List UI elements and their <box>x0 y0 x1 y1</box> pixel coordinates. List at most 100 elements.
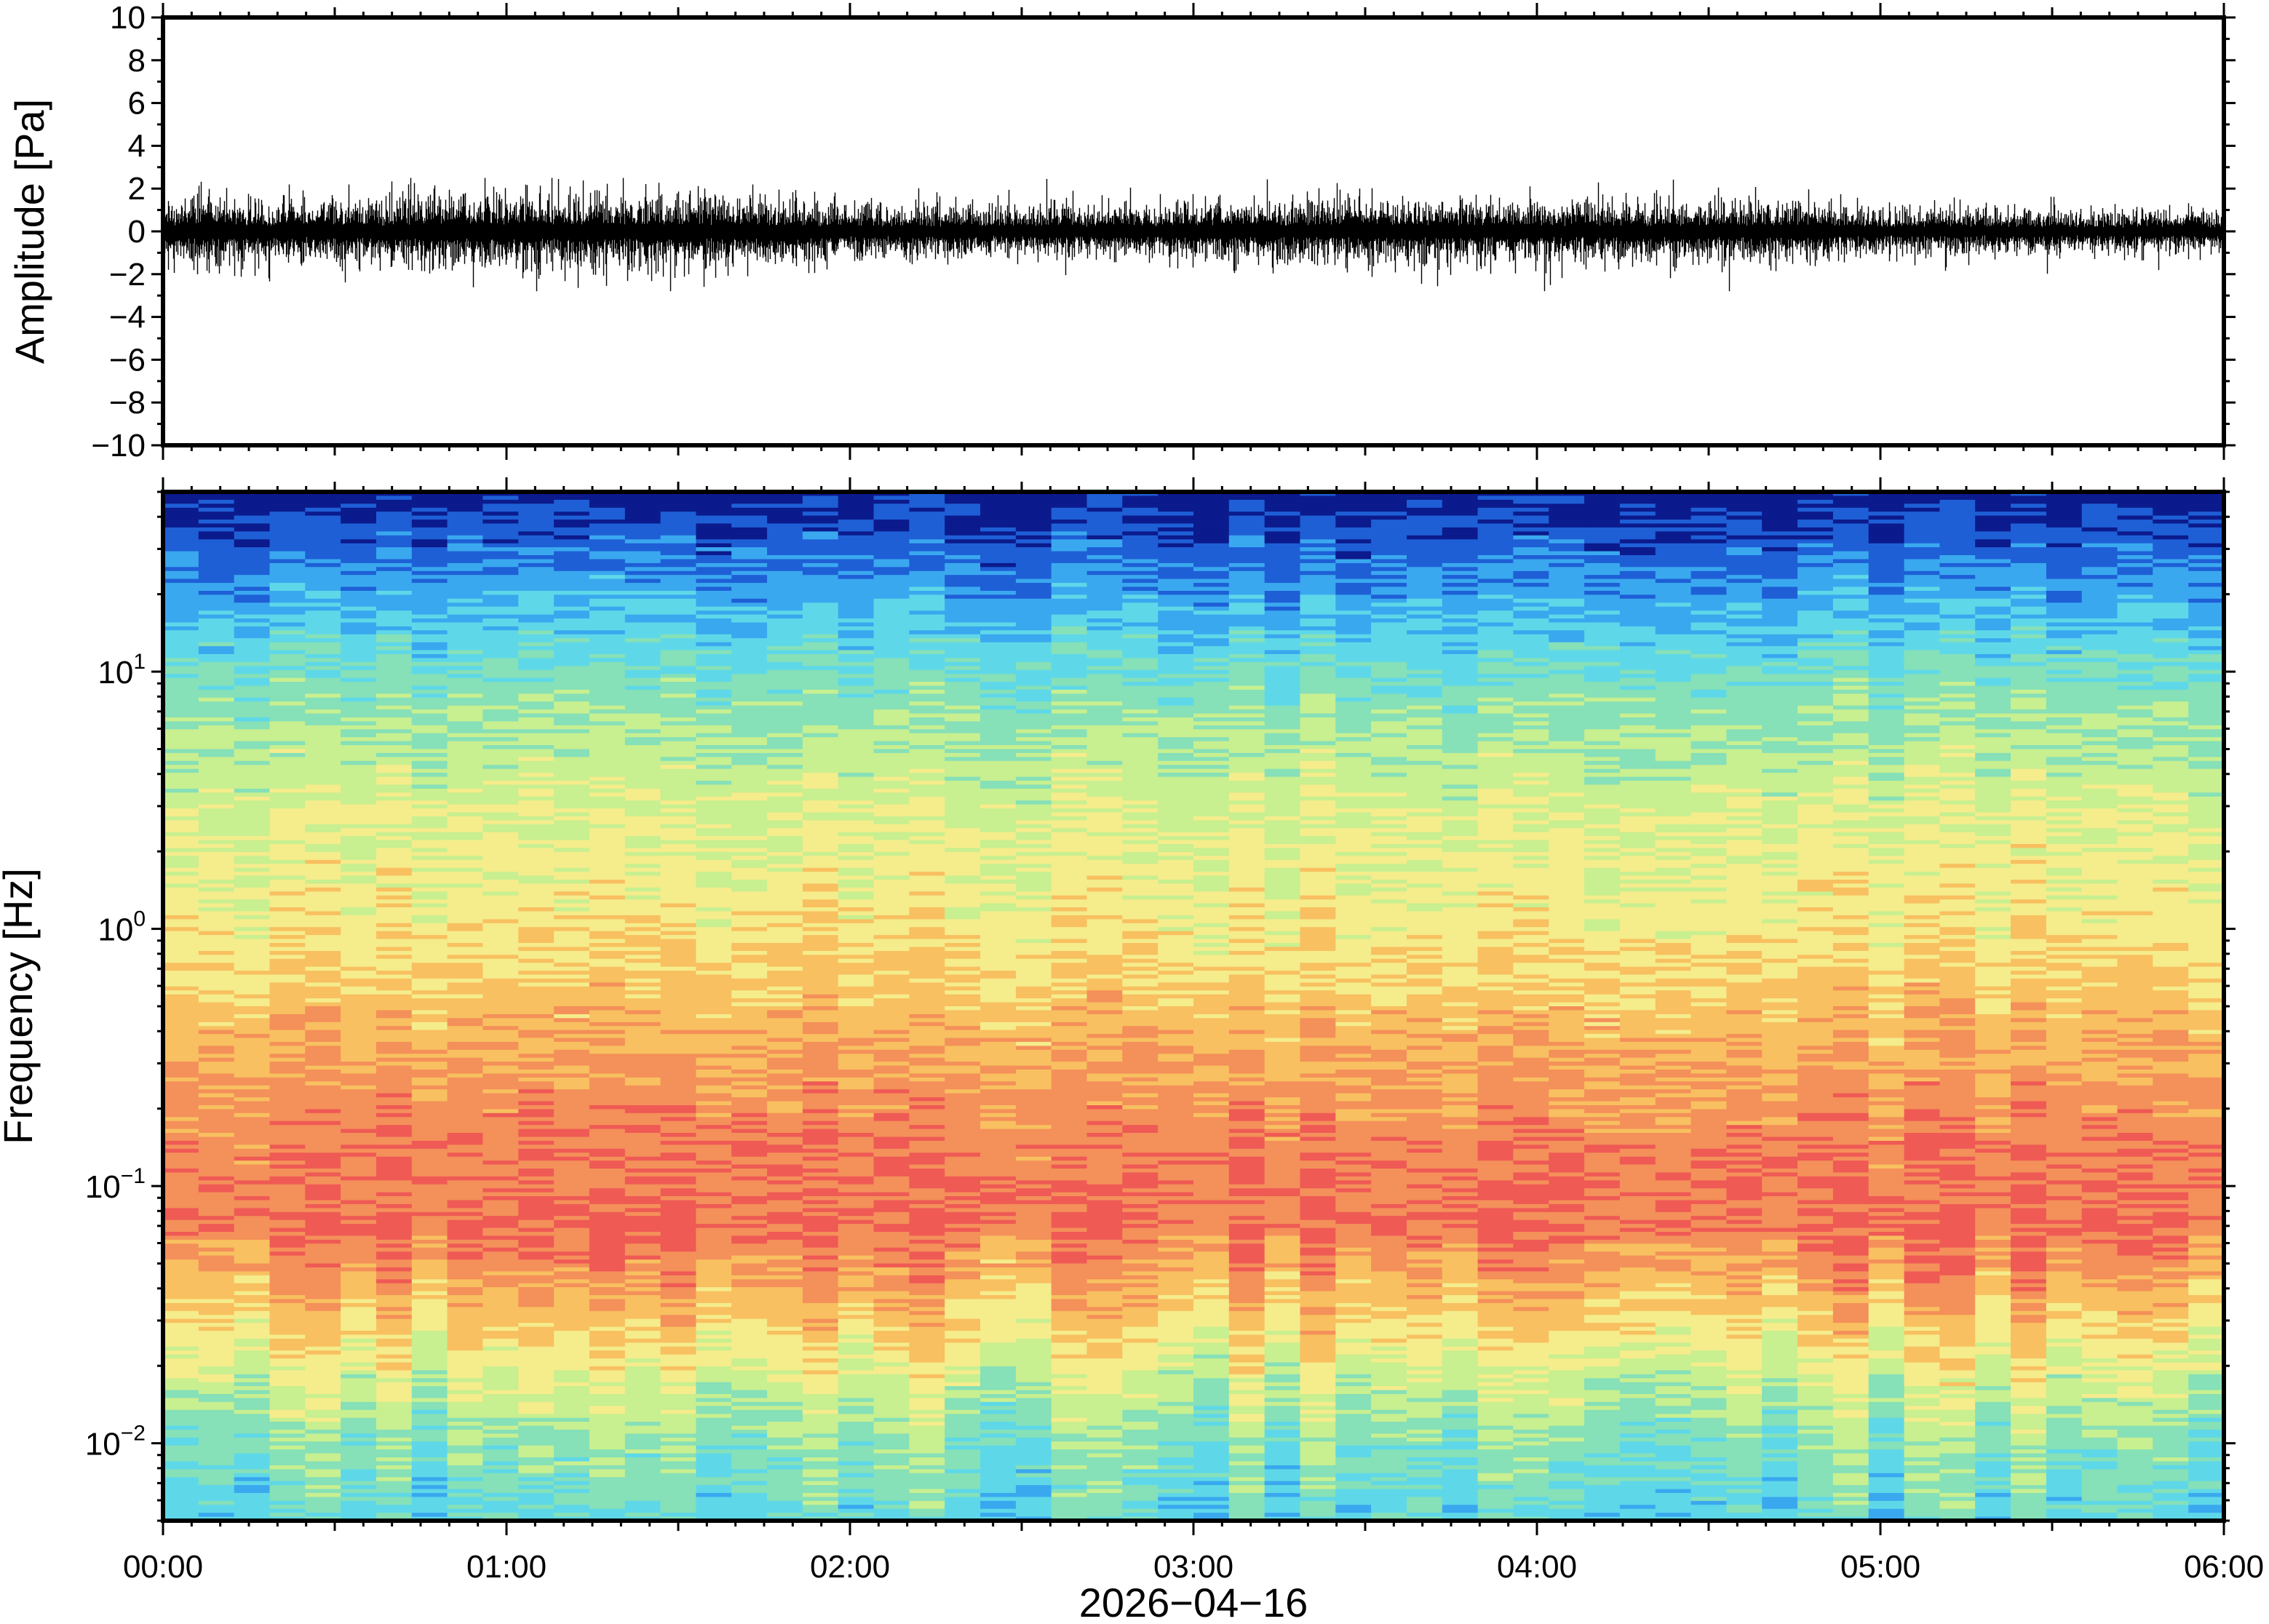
spectrogram-cell <box>518 1049 555 1054</box>
spectrogram-cell <box>624 1255 661 1260</box>
spectrogram-cell <box>589 1129 626 1134</box>
spectrogram-cell <box>234 919 271 924</box>
spectrogram-cell <box>589 1243 626 1249</box>
spectrogram-cell <box>624 1169 661 1174</box>
spectrogram-cell <box>411 1196 448 1201</box>
spectrogram-cell <box>447 630 484 635</box>
spectrogram-cell <box>660 729 697 734</box>
spectrogram-cell <box>554 899 590 904</box>
spectrogram-cell <box>696 677 732 682</box>
spectrogram-cell <box>767 578 803 584</box>
spectrogram-cell <box>660 1473 697 1478</box>
spectrogram-cell <box>554 1251 590 1257</box>
spectrogram-cell <box>198 618 235 624</box>
spectrogram-cell <box>802 717 839 723</box>
spectrogram-cell <box>660 840 697 845</box>
spectrogram-cell <box>163 950 199 956</box>
spectrogram-cell <box>767 1310 803 1315</box>
spectrogram-cell <box>305 867 341 872</box>
spectrogram-cell <box>411 721 448 726</box>
spectrogram-cell <box>234 661 271 667</box>
spectrogram-cell <box>660 634 697 639</box>
spectrogram-cell <box>447 693 484 698</box>
spectrogram-cell <box>234 709 271 715</box>
spectrogram-cell <box>554 1255 590 1260</box>
spectrogram-cell <box>163 709 199 715</box>
spectrogram-cell <box>554 1299 590 1304</box>
spectrogram-cell <box>341 844 377 849</box>
spectrogram-cell <box>305 638 341 643</box>
spectrogram-cell <box>269 1022 306 1027</box>
spectrogram-cell <box>269 1073 306 1078</box>
spectrogram-cell <box>696 721 732 726</box>
spectrogram-cell <box>767 1077 803 1083</box>
spectrogram-cell <box>731 1125 768 1130</box>
spectrogram-cell <box>163 856 199 861</box>
spectrogram-cell <box>376 1046 413 1051</box>
spectrogram-cell <box>447 1247 484 1252</box>
spectrogram-cell <box>731 1006 768 1011</box>
spectrogram-cell <box>696 1283 732 1288</box>
spectrogram-cell <box>482 919 519 924</box>
spectrogram-cell <box>447 1394 484 1399</box>
spectrogram-cell <box>234 856 271 861</box>
spectrogram-cell <box>305 689 341 695</box>
spectrogram-cell <box>767 986 803 991</box>
spectrogram-cell <box>696 982 732 987</box>
spectrogram-cell <box>234 752 271 758</box>
spectrogram-cell <box>731 1026 768 1031</box>
spectrogram-cell <box>198 903 235 908</box>
spectrogram-cell <box>234 705 271 710</box>
spectrogram-cell <box>589 1196 626 1201</box>
spectrogram-cell <box>482 768 519 773</box>
spectrogram-cell <box>482 1093 519 1098</box>
spectrogram-cell <box>624 1465 661 1470</box>
spectrogram-cell <box>163 1362 199 1367</box>
spectrogram-cell <box>482 1038 519 1043</box>
spectrogram-cell <box>376 796 413 801</box>
spectrogram-cell <box>341 990 377 995</box>
spectrogram-cell <box>198 950 235 956</box>
spectrogram-cell <box>376 512 413 517</box>
spectrogram-cell <box>660 618 697 624</box>
spectrogram-cell <box>269 974 306 979</box>
spectrogram-cell <box>376 654 413 659</box>
spectrogram-cell <box>198 1505 235 1510</box>
spectrogram-cell <box>269 1414 306 1419</box>
spectrogram-cell <box>767 1164 803 1169</box>
spectrogram-cell <box>305 1002 341 1007</box>
spectrogram-cell <box>554 848 590 853</box>
spectrogram-cell <box>696 1137 732 1142</box>
spectrogram-cell <box>447 1161 484 1166</box>
spectrogram-cell <box>482 1117 519 1122</box>
spectrogram-cell <box>341 966 377 971</box>
spectrogram-cell <box>163 1117 199 1122</box>
spectrogram-cell <box>234 1129 271 1134</box>
spectrogram-cell <box>234 1334 271 1340</box>
spectrogram-cell <box>234 899 271 904</box>
spectrogram-cell <box>482 1018 519 1023</box>
spectrogram-cell <box>589 1406 626 1411</box>
spectrogram-cell <box>411 1489 448 1494</box>
spectrogram-cell <box>589 1148 626 1153</box>
spectrogram-cell <box>554 567 590 572</box>
spectrogram-cell <box>696 1500 732 1505</box>
spectrogram-cell <box>660 666 697 671</box>
spectrogram-cell <box>554 752 590 758</box>
spectrogram-cell <box>482 1485 519 1490</box>
spectrogram-cell <box>198 856 235 861</box>
spectrogram-cell <box>234 804 271 809</box>
spectrogram-cell <box>305 492 341 497</box>
spectrogram-cell <box>198 527 235 533</box>
spectrogram-cell <box>767 1014 803 1019</box>
spectrogram-cell <box>624 1176 661 1182</box>
spectrogram-cell <box>624 650 661 655</box>
spectrogram-cell <box>376 1093 413 1098</box>
spectrogram-cell <box>376 788 413 794</box>
spectrogram-cell <box>589 1473 626 1478</box>
spectrogram-cell <box>447 1164 484 1169</box>
spectrogram-cell <box>447 1117 484 1122</box>
spectrogram-cell <box>696 1287 732 1292</box>
spectrogram-cell <box>411 899 448 904</box>
spectrogram-cell <box>624 911 661 916</box>
